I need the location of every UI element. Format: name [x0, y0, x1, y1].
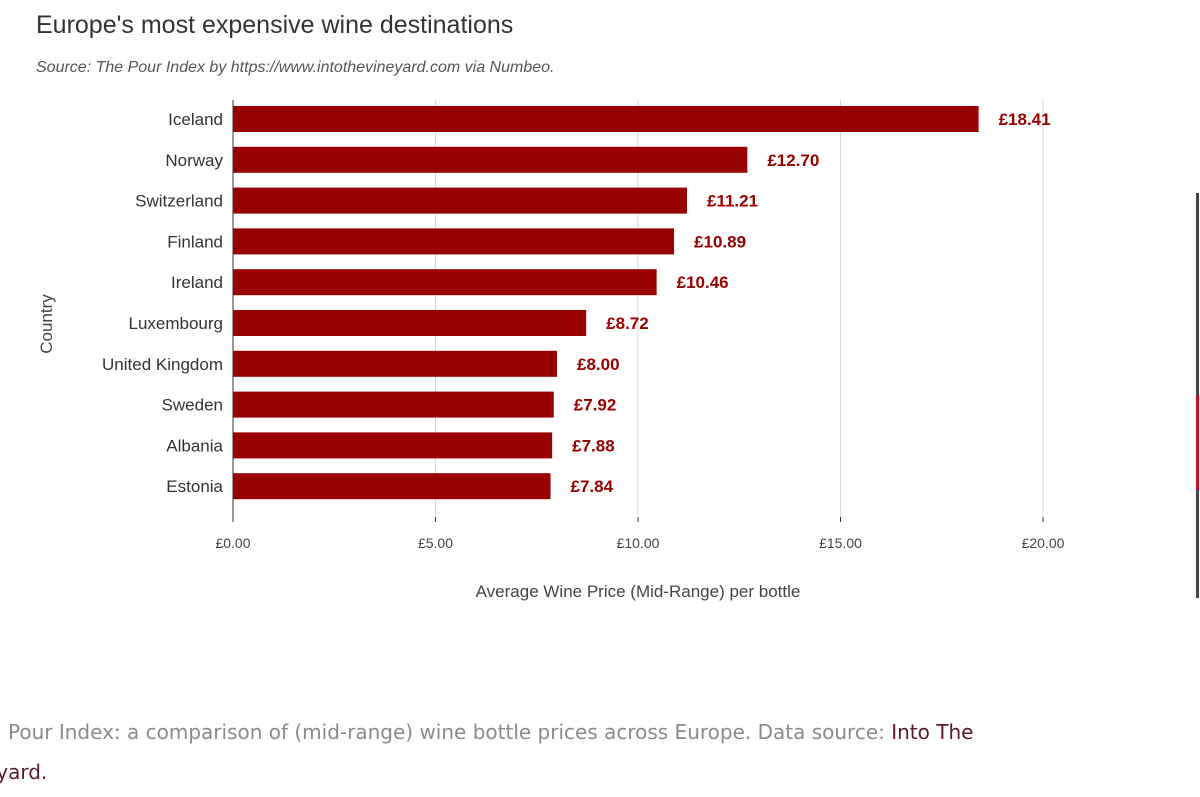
data-label: £10.46: [677, 273, 729, 292]
chart-title: Europe's most expensive wine destination…: [36, 11, 513, 39]
caption-text: Pour Index: a comparison of (mid-range) …: [8, 720, 892, 744]
category-label: Albania: [166, 436, 223, 455]
bar: [233, 146, 748, 173]
y-axis-label: Country: [37, 294, 56, 354]
category-label: Luxembourg: [128, 314, 223, 333]
bar: [233, 228, 675, 255]
x-axis-label: Average Wine Price (Mid-Range) per bottl…: [476, 582, 801, 601]
bar: [233, 391, 554, 418]
x-tick-label: £0.00: [215, 535, 250, 551]
category-label: Finland: [167, 232, 223, 251]
category-label: Sweden: [162, 396, 223, 415]
bar: [233, 473, 551, 500]
data-label: £7.88: [572, 436, 615, 455]
bars: Iceland £18.41 Norway £12.70 Switzerland £11.…: [102, 106, 1051, 500]
category-label: Switzerland: [135, 192, 223, 211]
bar: [233, 432, 553, 459]
data-label: £10.89: [694, 232, 746, 251]
data-label: £8.72: [606, 314, 649, 333]
x-tick-label: £15.00: [819, 535, 862, 551]
x-ticks: £0.00 £5.00 £10.00 £15.00 £20.00: [215, 517, 1065, 551]
data-label: £11.21: [707, 192, 758, 211]
bar-chart: Europe's most expensive wine destination…: [36, 11, 1065, 601]
category-label: Ireland: [171, 273, 223, 292]
data-label: £7.92: [574, 396, 617, 415]
bar: [233, 310, 587, 336]
data-label: £8.00: [577, 355, 620, 374]
page-edge-accent: [1196, 395, 1199, 490]
category-label: Norway: [165, 151, 223, 170]
source-link[interactable]: Into The: [891, 720, 974, 744]
figure-caption: Pour Index: a comparison of (mid-range) …: [8, 712, 1188, 752]
chart-subtitle: Source: The Pour Index by https://www.in…: [36, 59, 554, 76]
bar: [233, 106, 979, 132]
bar: [233, 269, 657, 296]
x-tick-label: £5.00: [418, 535, 453, 551]
bar: [233, 350, 557, 377]
source-link-continued[interactable]: eyard.: [0, 760, 48, 784]
data-label: £18.41: [999, 110, 1051, 129]
category-label: Estonia: [166, 477, 223, 496]
x-tick-label: £10.00: [617, 535, 660, 551]
category-label: Iceland: [168, 110, 223, 129]
data-label: £12.70: [767, 151, 819, 170]
x-tick-label: £20.00: [1022, 535, 1065, 551]
category-label: United Kingdom: [102, 355, 223, 374]
bar: [233, 187, 688, 214]
data-label: £7.84: [571, 477, 614, 496]
